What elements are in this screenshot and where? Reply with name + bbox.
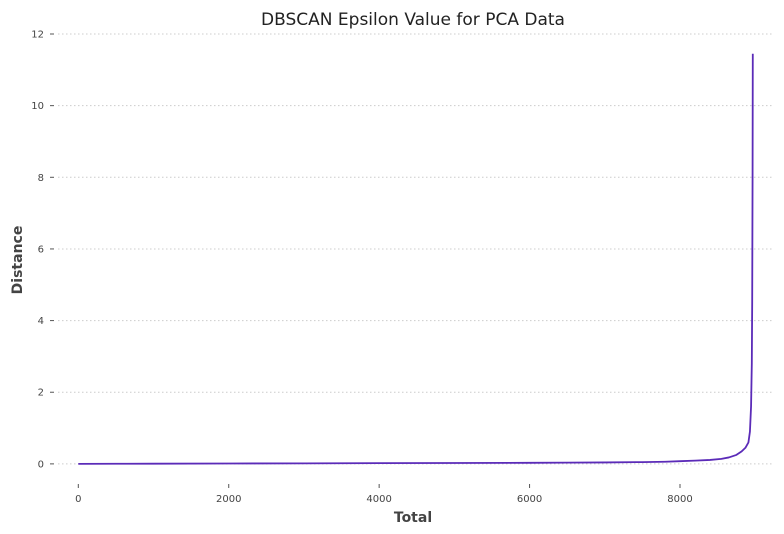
- y-axis-ticks: 0 2 4 6 8 10 12: [31, 30, 54, 470]
- x-tick-label: 6000: [517, 494, 542, 505]
- y-tick-label: 4: [38, 316, 44, 327]
- x-tick-label: 4000: [366, 494, 391, 505]
- x-tick-label: 0: [75, 494, 81, 505]
- x-tick-label: 2000: [216, 494, 241, 505]
- distance-line: [78, 53, 754, 465]
- y-tick-label: 2: [38, 388, 44, 399]
- y-tick-label: 6: [38, 244, 44, 255]
- y-tick-label: 0: [38, 459, 44, 470]
- x-axis-ticks: 0 2000 4000 6000 8000: [75, 484, 693, 505]
- grid-lines: [58, 33, 774, 465]
- y-tick-label: 12: [31, 30, 44, 41]
- y-tick-label: 8: [38, 173, 44, 184]
- chart-title: DBSCAN Epsilon Value for PCA Data: [261, 10, 565, 30]
- x-tick-label: 8000: [667, 494, 692, 505]
- x-axis-label: Total: [394, 510, 432, 526]
- y-axis-label: Distance: [10, 226, 26, 295]
- y-tick-label: 10: [31, 101, 44, 112]
